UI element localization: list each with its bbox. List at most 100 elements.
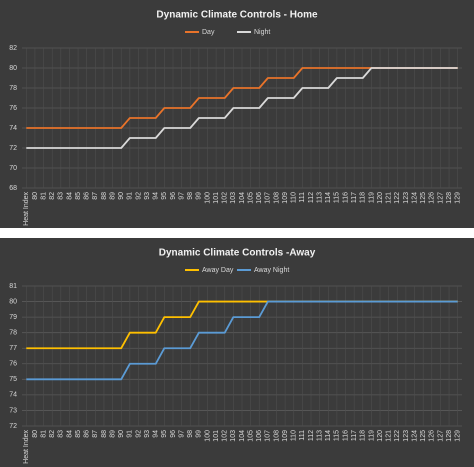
- x-tick-label: 113: [316, 430, 323, 441]
- x-tick-label: 109: [282, 430, 289, 442]
- x-tick-label: 126: [429, 430, 436, 442]
- x-tick-label: 84: [66, 430, 73, 438]
- x-tick-label: 86: [84, 430, 91, 438]
- legend-label: Night: [254, 29, 270, 36]
- panel-background: [0, 0, 474, 228]
- y-tick-label: 76: [9, 105, 17, 112]
- x-tick-label: Heat Index: [23, 192, 30, 226]
- y-tick-label: 70: [9, 165, 17, 172]
- x-tick-label: 114: [325, 430, 332, 441]
- x-tick-label: 105: [247, 192, 254, 204]
- chart-title: Dynamic Climate Controls -Away: [159, 248, 316, 259]
- x-tick-label: 89: [109, 430, 116, 438]
- y-tick-label: 76: [9, 361, 17, 368]
- x-tick-label: 93: [144, 192, 151, 200]
- x-tick-label: 103: [230, 430, 237, 442]
- y-tick-label: 79: [9, 314, 17, 321]
- x-tick-label: 125: [420, 430, 427, 442]
- x-tick-label: 116: [342, 430, 349, 441]
- x-tick-label: 97: [178, 192, 185, 200]
- x-tick-label: 118: [360, 192, 367, 203]
- x-tick-label: 121: [386, 192, 393, 204]
- x-tick-label: 86: [84, 192, 91, 200]
- x-tick-label: 107: [265, 430, 272, 442]
- x-tick-label: 125: [420, 192, 427, 204]
- x-tick-label: 94: [153, 192, 160, 200]
- x-tick-label: 124: [411, 430, 418, 442]
- x-tick-label: 99: [196, 430, 203, 438]
- x-tick-label: 100: [204, 192, 211, 204]
- x-tick-label: 101: [213, 430, 220, 442]
- x-tick-label: 118: [360, 430, 367, 441]
- x-tick-label: 94: [153, 430, 160, 438]
- x-tick-label: 80: [32, 192, 39, 200]
- x-tick-label: 97: [178, 430, 185, 438]
- x-tick-label: 127: [437, 430, 444, 442]
- y-tick-label: 68: [9, 185, 17, 192]
- x-tick-label: 112: [308, 430, 315, 441]
- x-tick-label: 88: [101, 430, 108, 438]
- y-tick-label: 78: [9, 85, 17, 92]
- x-tick-label: 81: [40, 430, 47, 438]
- x-tick-label: 96: [170, 192, 177, 200]
- x-tick-label: 113: [316, 192, 323, 203]
- x-tick-label: 101: [213, 192, 220, 204]
- x-tick-label: 103: [230, 192, 237, 204]
- x-tick-label: 85: [75, 192, 82, 200]
- x-tick-label: 104: [239, 430, 246, 442]
- x-tick-label: 122: [394, 192, 401, 204]
- x-tick-label: 120: [377, 192, 384, 204]
- x-tick-label: 92: [135, 430, 142, 438]
- x-tick-label: 108: [273, 430, 280, 442]
- y-tick-label: 74: [9, 392, 17, 399]
- x-tick-label: 129: [455, 192, 462, 204]
- x-tick-label: 117: [351, 192, 358, 203]
- legend-label: Away Night: [254, 267, 289, 274]
- x-tick-label: 95: [161, 430, 168, 438]
- x-tick-label: 110: [291, 192, 298, 203]
- x-tick-label: 122: [394, 430, 401, 442]
- y-tick-label: 77: [9, 345, 17, 352]
- y-tick-label: 73: [9, 407, 17, 414]
- y-tick-label: 75: [9, 376, 17, 383]
- x-tick-label: 115: [334, 192, 341, 203]
- x-tick-label: 107: [265, 192, 272, 204]
- x-tick-label: 112: [308, 192, 315, 203]
- x-tick-label: 110: [291, 430, 298, 441]
- x-tick-label: 124: [411, 192, 418, 204]
- x-tick-label: 106: [256, 192, 263, 204]
- x-tick-label: 80: [32, 430, 39, 438]
- x-tick-label: 100: [204, 430, 211, 442]
- x-tick-label: 128: [446, 192, 453, 204]
- x-tick-label: 120: [377, 430, 384, 442]
- x-tick-label: 102: [222, 192, 229, 204]
- x-tick-label: 105: [247, 430, 254, 442]
- panel-background: [0, 238, 474, 467]
- x-tick-label: 109: [282, 192, 289, 204]
- series-line: [26, 67, 458, 149]
- x-tick-label: 83: [58, 430, 65, 438]
- x-tick-label: 82: [49, 430, 56, 438]
- x-tick-label: 95: [161, 192, 168, 200]
- x-tick-label: 85: [75, 430, 82, 438]
- x-tick-label: 84: [66, 192, 73, 200]
- x-tick-label: 119: [368, 430, 375, 441]
- x-tick-label: 128: [446, 430, 453, 442]
- series-line: [26, 300, 458, 381]
- x-tick-label: 104: [239, 192, 246, 204]
- x-tick-label: 117: [351, 430, 358, 441]
- x-tick-label: 119: [368, 192, 375, 203]
- legend-label: Away Day: [202, 267, 234, 274]
- x-tick-label: 121: [386, 430, 393, 442]
- x-tick-label: 129: [455, 430, 462, 442]
- chart-title: Dynamic Climate Controls - Home: [156, 10, 318, 21]
- x-tick-label: Heat Index: [23, 430, 30, 464]
- x-tick-label: 91: [127, 430, 134, 438]
- x-tick-label: 123: [403, 192, 410, 204]
- x-tick-label: 127: [437, 192, 444, 204]
- y-tick-label: 78: [9, 330, 17, 337]
- x-tick-label: 83: [58, 192, 65, 200]
- x-tick-label: 116: [342, 192, 349, 203]
- x-tick-label: 91: [127, 192, 134, 200]
